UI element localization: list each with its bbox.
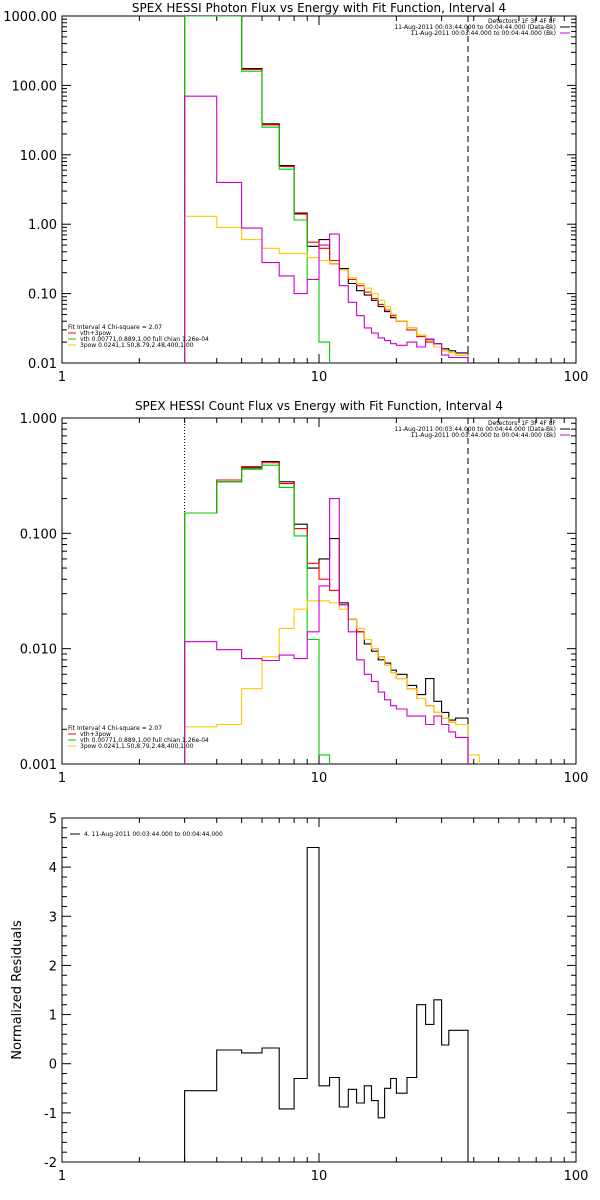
- series-bk-line: [184, 95, 469, 363]
- x-tick-label: 100: [564, 771, 589, 786]
- legend-bottom-entry: vth 0.00771,0.889,1.00 full chian 1.26e-…: [80, 737, 209, 744]
- x-tick-label: 1: [58, 370, 66, 385]
- photon-flux-tick-labels: 1 10 100 1000.00 100.00 10.00 1.00 0.10 0.01: [3, 10, 588, 385]
- legend-top-entry: Detectors: 1F 3F 4F 8F: [488, 420, 557, 427]
- legend-top-entry: Detectors: 1F 3F 4F 8F: [488, 18, 557, 25]
- x-tick-label: 10: [311, 771, 328, 786]
- y-tick-label: 1.000: [20, 412, 57, 427]
- y-tick-label: 100.00: [12, 79, 58, 94]
- count-flux-plot-area: [61, 417, 577, 765]
- legend-bottom-entry: vth 0.00771,0.889,1.00 full chian 1.26e-…: [80, 336, 209, 343]
- y-tick-label: 1000.00: [3, 10, 57, 25]
- legend-bottom-entry: Fit Interval 4 Chi-square = 2.07: [68, 324, 162, 331]
- residuals-plot-area: [61, 817, 577, 1163]
- y-tick-label: 2: [49, 959, 57, 974]
- count-flux-title: SPEX HESSI Count Flux vs Energy with Fit…: [135, 399, 503, 413]
- y-tick-label: 5: [49, 812, 57, 827]
- series-data-bk-line: [184, 16, 469, 363]
- y-tick-label: 0.10: [28, 288, 57, 303]
- y-tick-label: 3: [49, 910, 57, 925]
- x-tick-label: 1: [58, 771, 66, 786]
- y-tick-label: -1: [44, 1107, 57, 1122]
- legend-top-entry: 11-Aug-2011 00:03:44.000 to 00:04:44.000…: [394, 426, 556, 433]
- series-series-line: [184, 846, 469, 1162]
- x-tick-label: 10: [311, 370, 328, 385]
- legend-bottom-entry: 3pow 0.0241,1.50,8.79,2.48,400,1.00: [80, 342, 194, 349]
- series-3pow-line: [184, 600, 480, 764]
- legend-bottom-entry: vth+3pow: [80, 330, 111, 337]
- count-flux-panel: SPEX HESSI Count Flux vs Energy with Fit…: [20, 399, 589, 786]
- series-vth-line: [184, 16, 340, 363]
- legend-top-entry: 11-Aug-2011 00:03:44.000 to 00:04:44.000…: [394, 24, 556, 31]
- legend-bottom-entry: 3pow 0.0241,1.50,8.79,2.48,400,1.00: [80, 743, 194, 750]
- series-3pow-line: [184, 215, 469, 363]
- y-tick-label: 0.100: [20, 527, 57, 542]
- y-tick-label: -2: [44, 1156, 57, 1171]
- y-tick-label: 1: [49, 1009, 57, 1024]
- y-tick-label: 0.010: [20, 643, 57, 658]
- photon-flux-plot-area: [61, 15, 577, 364]
- series-vth-3pow-line: [184, 16, 469, 363]
- residuals-legend: 4. 11-Aug-2011 00:03:44.000 to 00:04:44.…: [70, 831, 223, 838]
- series-bk-line: [184, 498, 469, 764]
- photon-flux-panel: SPEX HESSI Photon Flux vs Energy with Fi…: [3, 1, 588, 385]
- legend-bottom-entry: vth+3pow: [80, 731, 111, 738]
- y-tick-label: 0.01: [28, 357, 57, 372]
- legend-entry: 4. 11-Aug-2011 00:03:44.000 to 00:04:44.…: [84, 831, 223, 838]
- y-tick-label: 0: [49, 1058, 57, 1073]
- legend-top-entry: 11-Aug-2011 00:03:44.000 to 00:04:44.000…: [411, 30, 556, 37]
- legend-top-entry: 11-Aug-2011 00:03:44.000 to 00:04:44.000…: [411, 432, 556, 439]
- count-flux-tick-labels: 1 10 100 1.000 0.100 0.010 0.001: [20, 412, 589, 786]
- series-vth-line: [184, 464, 340, 764]
- legend-bottom-entry: Fit Interval 4 Chi-square = 2.07: [68, 725, 162, 732]
- y-tick-label: 4: [49, 861, 57, 876]
- photon-flux-title: SPEX HESSI Photon Flux vs Energy with Fi…: [132, 1, 506, 15]
- x-tick-label: 1: [58, 1169, 66, 1184]
- residuals-ylabel: Normalized Residuals: [10, 920, 25, 1060]
- x-tick-label: 10: [311, 1169, 328, 1184]
- x-tick-label: 100: [564, 1169, 589, 1184]
- y-tick-label: 1.00: [28, 218, 57, 233]
- y-tick-label: 10.00: [20, 149, 57, 164]
- y-tick-label: 0.001: [20, 758, 57, 773]
- x-tick-label: 100: [564, 370, 589, 385]
